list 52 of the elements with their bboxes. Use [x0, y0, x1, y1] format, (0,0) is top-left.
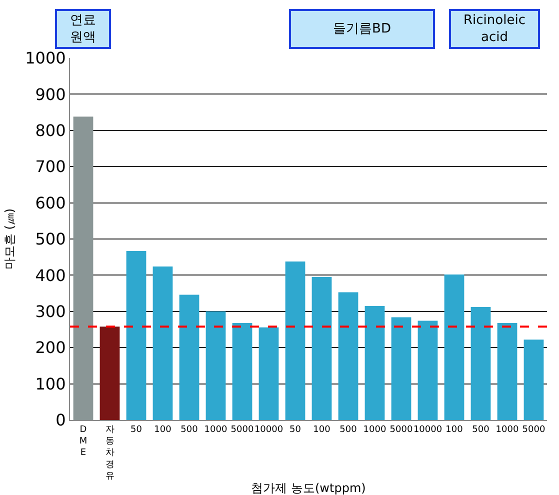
- y-tick-label: 1000: [25, 48, 66, 68]
- bar: [126, 250, 146, 420]
- y-tick-label: 0: [56, 410, 66, 430]
- y-tick-label: 400: [35, 266, 66, 285]
- bar: [100, 326, 120, 420]
- x-tick-label: 50: [130, 424, 142, 435]
- bar: [258, 327, 279, 420]
- y-axis-title: 마모흔 (㎛): [2, 208, 16, 270]
- bar: [364, 306, 385, 420]
- bar: [418, 320, 438, 420]
- x-tick-label: 5000: [230, 424, 254, 435]
- bar: [391, 317, 412, 420]
- y-tick-label: 300: [35, 302, 66, 321]
- bar: [73, 116, 94, 420]
- x-tick-label: DME: [79, 424, 88, 458]
- x-tick-label: 500: [180, 424, 198, 435]
- x-tick-label: 100: [313, 424, 331, 435]
- y-tick-label: 800: [35, 121, 66, 140]
- x-tick-label: 500: [472, 424, 490, 435]
- x-tick-label: 5000: [390, 424, 413, 435]
- text: 연료 원액: [70, 13, 96, 45]
- x-tick-label: 50: [290, 424, 302, 435]
- text: 들기름BD: [333, 22, 391, 36]
- y-tick-label: 900: [35, 84, 66, 104]
- y-tick-label: 600: [35, 193, 66, 212]
- bar: [338, 292, 358, 420]
- x-tick-label: 500: [340, 424, 358, 435]
- x-tick-label: 10000: [254, 424, 284, 435]
- bar: [497, 322, 518, 420]
- bar: [179, 294, 200, 420]
- y-tick-label: 500: [35, 230, 66, 249]
- bar: [470, 307, 491, 420]
- x-tick-label: 1000: [204, 424, 228, 435]
- x-tick-label: 100: [446, 424, 464, 435]
- y-tick-label: 700: [35, 157, 66, 176]
- bar: [285, 261, 306, 420]
- x-tick-label: 1000: [363, 424, 386, 435]
- bar: [206, 311, 226, 420]
- bar: [524, 340, 544, 420]
- bar: [152, 266, 173, 420]
- y-tick-label: 100: [35, 374, 66, 394]
- y-tick-label: 200: [35, 338, 66, 358]
- x-tick-label: 자동차경유: [105, 424, 114, 482]
- bar: [232, 322, 252, 420]
- text: Ricinoleic acid: [464, 13, 526, 45]
- bar: [444, 274, 464, 420]
- x-tick-label: 100: [154, 424, 172, 435]
- x-tick-label: 10000: [413, 424, 442, 435]
- x-tick-label: 5000: [522, 424, 546, 435]
- x-axis-title: 첨가제 농도(wtppm): [251, 481, 366, 495]
- bar: [312, 277, 332, 420]
- x-tick-label: 1000: [496, 424, 519, 435]
